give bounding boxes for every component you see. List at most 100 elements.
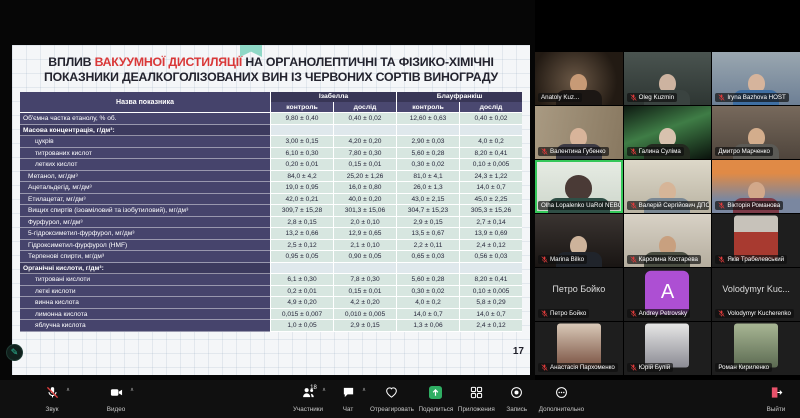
participant-photo-avatar bbox=[734, 322, 779, 367]
participant-name-text: Яків Трабелевський bbox=[727, 256, 785, 263]
mic-off-icon bbox=[718, 310, 725, 317]
participant-tile[interactable]: Marina Bilko bbox=[535, 214, 623, 267]
participant-tile[interactable]: Яків Трабелевський bbox=[712, 214, 800, 267]
toolbar-center-group: 18 ∧ Участники ∧ Чат Отреагировать Поделиться П… bbox=[290, 385, 584, 413]
row-label: Метанол, мг/дм³ bbox=[20, 170, 270, 182]
participant-name-text: Marina Bilko bbox=[550, 256, 585, 263]
cell-value: 2,8 ± 0,15 bbox=[270, 216, 333, 228]
participant-tile[interactable]: Дмитро Марченко bbox=[712, 106, 800, 159]
toolbar-react-button[interactable]: Отреагировать bbox=[370, 386, 414, 413]
more-icon bbox=[555, 386, 568, 404]
toolbar-audio-button[interactable]: ∧ Звук bbox=[34, 386, 70, 413]
participant-name-label: Каролина Костарева bbox=[626, 255, 701, 264]
toolbar-item-label: Звук bbox=[45, 406, 59, 413]
cell-value bbox=[396, 124, 459, 136]
participant-tile[interactable]: Olha Lopalenko UaRol NEBOM bbox=[535, 160, 623, 213]
cell-value: 0,20 ± 0,01 bbox=[270, 159, 333, 171]
camera-icon bbox=[110, 386, 123, 404]
cell-value: 2,1 ± 0,10 bbox=[333, 239, 396, 251]
participant-tile[interactable]: A Andrey Petrovsky bbox=[623, 268, 712, 321]
cell-value: 14,0 ± 0,7 bbox=[459, 308, 522, 320]
cell-value bbox=[270, 124, 333, 136]
toolbar-item-label: Дополнительно bbox=[538, 406, 585, 413]
cell-value: 0,30 ± 0,02 bbox=[396, 285, 459, 297]
chevron-up-icon[interactable]: ∧ bbox=[361, 387, 366, 393]
participant-name-text: Юрій Булій bbox=[638, 364, 671, 371]
slide-page-number: 17 bbox=[512, 346, 524, 357]
subcolumn-header: контроль bbox=[270, 102, 333, 113]
cell-value bbox=[333, 124, 396, 136]
participant-tile[interactable]: Iryna Bazhova HOST bbox=[712, 52, 800, 105]
participant-tile[interactable]: Вікторія Романова bbox=[712, 160, 800, 213]
participant-name-label: Andrey Petrovsky bbox=[626, 309, 691, 318]
table-row: Фурфурол, мг/дм³ 2,8 ± 0,15 2,0 ± 0,10 2,9 … bbox=[20, 216, 522, 228]
toolbar-video-button[interactable]: ∧ Видео bbox=[98, 386, 134, 413]
participant-name-text: Andrey Petrovsky bbox=[638, 310, 688, 317]
row-label: Гідроксиметил-фурфурол (HMF) bbox=[20, 239, 270, 251]
toolbar-share-button[interactable]: Поделиться bbox=[418, 386, 454, 413]
table-row: Гідроксиметил-фурфурол (HMF) 2,5 ± 0,12 2,… bbox=[20, 239, 522, 251]
participant-tile[interactable]: Валерій Сергійович ДПС bbox=[623, 160, 712, 213]
mic-off-icon bbox=[541, 148, 548, 155]
chevron-up-icon[interactable]: ∧ bbox=[321, 387, 326, 393]
table-row: 5-гідроксиметил-фурфурол, мг/дм³ 13,2 ± 0… bbox=[20, 228, 522, 240]
row-label: Об'ємна частка етанолу, % об. bbox=[20, 113, 270, 125]
column-group-izabella: Ізабелла bbox=[270, 92, 396, 102]
exit-icon bbox=[770, 386, 783, 404]
cell-value bbox=[396, 262, 459, 274]
column-group-blaufrankish: Блауфранкіш bbox=[396, 92, 522, 102]
participant-tile[interactable]: Anatoly Kuz... bbox=[535, 52, 623, 105]
participant-tile[interactable]: Анастасія Пархоменко bbox=[535, 322, 623, 375]
toolbar-record-button[interactable]: Запись bbox=[499, 386, 535, 413]
column-header-name: Назва показника bbox=[20, 92, 270, 113]
participant-tile[interactable]: Валентина Губенко bbox=[535, 106, 623, 159]
row-label: летких кислот bbox=[20, 159, 270, 171]
toolbar-chat-button[interactable]: ∧ Чат bbox=[330, 386, 366, 413]
participant-tile[interactable]: Oleg Kuzmin bbox=[623, 52, 712, 105]
toolbar-participants-button[interactable]: 18 ∧ Участники bbox=[290, 385, 326, 413]
participant-tile[interactable]: Петро Бойко Петро Бойко bbox=[535, 268, 623, 321]
participant-tile[interactable]: Volodymyr Kuc... Volodymyr Kucherenko bbox=[712, 268, 800, 321]
participants-count-badge: 18 bbox=[310, 385, 317, 391]
toolbar-item-label: Приложения bbox=[457, 406, 495, 413]
mic-off-icon bbox=[541, 364, 548, 371]
mic-off-icon bbox=[718, 202, 725, 209]
cell-value: 24,3 ± 1,22 bbox=[459, 170, 522, 182]
participant-name-text: Галина Суліма bbox=[638, 148, 681, 155]
chevron-up-icon[interactable]: ∧ bbox=[65, 387, 70, 393]
participant-tile[interactable]: Галина Суліма bbox=[623, 106, 712, 159]
toolbar-more-button[interactable]: Дополнительно bbox=[539, 386, 584, 413]
cell-value: 7,80 ± 0,30 bbox=[333, 147, 396, 159]
chevron-up-icon[interactable]: ∧ bbox=[129, 387, 134, 393]
participant-display-name: Volodymyr Kuc... bbox=[722, 284, 790, 294]
cell-value: 2,4 ± 0,12 bbox=[459, 239, 522, 251]
participant-letter-avatar: A bbox=[645, 270, 690, 315]
table-row: летких кислот 0,20 ± 0,01 0,15 ± 0,01 0,30 … bbox=[20, 159, 522, 171]
participant-name-text: Вікторія Романова bbox=[727, 202, 781, 209]
participant-name-label: Anatoly Kuz... bbox=[538, 93, 583, 102]
participant-name-text: Валерій Сергійович ДПС bbox=[638, 202, 709, 209]
annotation-pencil-button[interactable]: ✎ bbox=[6, 344, 23, 361]
cell-value: 0,40 ± 0,02 bbox=[333, 113, 396, 125]
cell-value: 0,015 ± 0,007 bbox=[270, 308, 333, 320]
heart-icon bbox=[385, 386, 398, 404]
cell-value bbox=[333, 262, 396, 274]
cell-value bbox=[459, 124, 522, 136]
toolbar-item-label: Отреагировать bbox=[370, 406, 414, 413]
participant-tile[interactable]: Каролина Костарева bbox=[623, 214, 712, 267]
participant-tile[interactable]: Юрій Булій bbox=[623, 322, 712, 375]
toolbar-leave-button[interactable]: Выйти bbox=[758, 386, 794, 413]
toolbar-apps-button[interactable]: Приложения bbox=[458, 386, 495, 413]
cell-value: 0,40 ± 0,02 bbox=[459, 113, 522, 125]
cell-value: 12,60 ± 0,63 bbox=[396, 113, 459, 125]
row-label: титровані кислоти bbox=[20, 274, 270, 286]
cell-value: 304,7 ± 15,23 bbox=[396, 205, 459, 217]
row-label: Фурфурол, мг/дм³ bbox=[20, 216, 270, 228]
participant-name-text: Каролина Костарева bbox=[638, 256, 698, 263]
apps-icon bbox=[470, 386, 483, 404]
participant-display-name: Петро Бойко bbox=[552, 284, 606, 294]
row-label: Вищих спиртів (ізоаміловий та ізобутилов… bbox=[20, 205, 270, 217]
toolbar-item-label: Чат bbox=[342, 406, 354, 413]
participant-tile[interactable]: Роман Кириленко bbox=[712, 322, 800, 375]
cell-value: 26,0 ± 1,3 bbox=[396, 182, 459, 194]
